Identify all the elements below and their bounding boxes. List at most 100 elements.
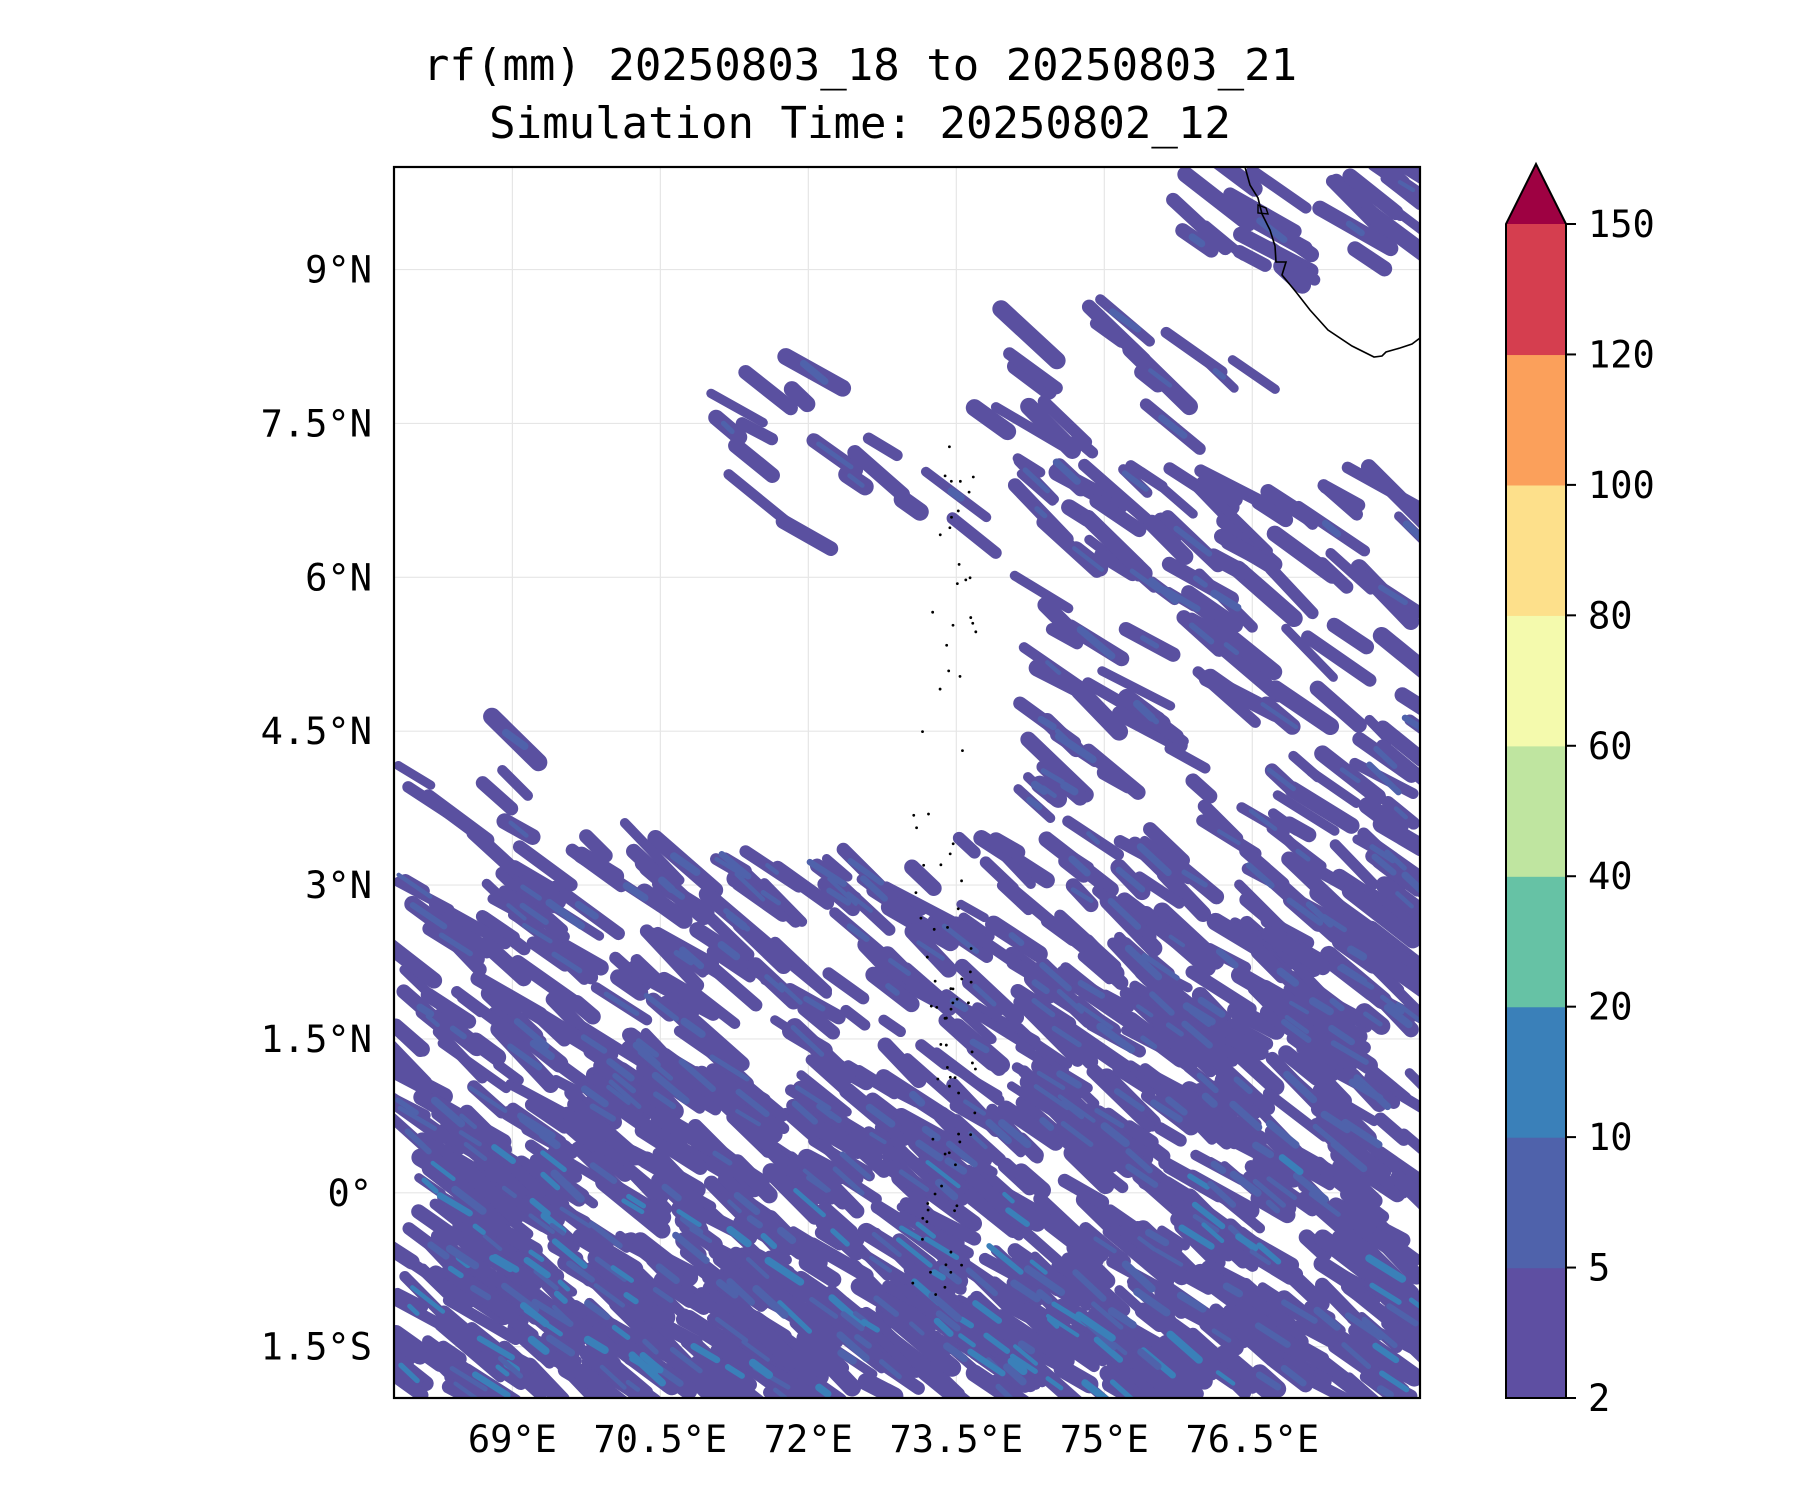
- rain-cell: [1125, 460, 1168, 492]
- rain-cell-core: [527, 1335, 550, 1355]
- rain-cell: [478, 936, 532, 987]
- rain-cell-core: [895, 1237, 933, 1268]
- rain-cell-core: [764, 1256, 805, 1286]
- rain-cell-core: [760, 1233, 778, 1250]
- rain-cell: [1192, 666, 1261, 728]
- rain-cell-core: [603, 991, 640, 1016]
- rain-cell: [1306, 766, 1362, 808]
- rain-cell-core: [1330, 1040, 1369, 1065]
- rain-cell-core: [839, 1151, 872, 1180]
- rain-cell-core: [752, 1285, 789, 1319]
- rain-cell-core: [1187, 1173, 1211, 1190]
- rain-cell: [1220, 534, 1266, 566]
- rain-cell-core: [1369, 1282, 1402, 1305]
- rain-cell-core: [680, 1017, 706, 1038]
- rain-cell-core: [943, 1342, 968, 1363]
- atoll-dot: [932, 927, 936, 931]
- colorbar-segment: [1506, 1267, 1566, 1399]
- rain-cell: [1344, 1372, 1381, 1398]
- rain-cell-core: [995, 1383, 1015, 1398]
- atoll-dot: [925, 955, 929, 959]
- rain-cell: [952, 831, 981, 859]
- rain-cell: [880, 881, 959, 928]
- rain-cell-core: [1215, 1370, 1236, 1386]
- atoll-dot: [971, 475, 975, 479]
- rain-cell-core: [1339, 767, 1361, 784]
- rain-cell: [783, 381, 816, 413]
- rain-cell: [1314, 1115, 1392, 1179]
- rain-cell: [1372, 815, 1420, 857]
- atoll-dot: [927, 812, 930, 816]
- rain-cell-core: [1281, 1299, 1318, 1324]
- rain-cell-core: [1284, 1014, 1310, 1034]
- rain-cell: [710, 1144, 770, 1187]
- rain-cell-core: [608, 1079, 642, 1109]
- rain-cell: [579, 829, 613, 863]
- rain-cell: [1332, 1159, 1383, 1209]
- rain-cell-core: [678, 1058, 716, 1092]
- rain-cell-core: [1039, 962, 1072, 992]
- rain-cell: [1082, 1130, 1137, 1179]
- rain-cell-core: [1154, 1248, 1184, 1267]
- rain-cell: [963, 1189, 1021, 1239]
- rain-cell: [1380, 955, 1420, 998]
- rain-cell-core: [407, 1303, 420, 1316]
- atoll-dot: [929, 1004, 933, 1008]
- colorbar-outline: [1505, 161, 1567, 1399]
- rain-cell: [877, 1037, 927, 1089]
- rain-cell-core: [1140, 1035, 1158, 1050]
- rain-cell: [1281, 816, 1317, 843]
- rain-cell-core: [472, 1371, 511, 1398]
- rain-cell: [1160, 1176, 1201, 1206]
- rain-cell-core: [741, 1339, 770, 1362]
- atoll-dot: [949, 1250, 953, 1254]
- rain-cell-core: [395, 1097, 419, 1116]
- rain-cell-core: [549, 1222, 566, 1236]
- rain-cell-core: [806, 858, 847, 888]
- rain-cell: [878, 1159, 928, 1197]
- rain-cell: [1009, 570, 1074, 614]
- rain-cell: [925, 1186, 983, 1232]
- rain-cell-core: [632, 1041, 661, 1069]
- rain-cell-core: [826, 1110, 842, 1124]
- rain-cell-core: [599, 1364, 627, 1390]
- rain-cell-core: [735, 1088, 770, 1118]
- atoll-dot: [951, 623, 955, 627]
- rain-cell: [1148, 1361, 1198, 1398]
- rain-cell: [946, 512, 1002, 559]
- rain-cell: [1195, 475, 1240, 516]
- rain-cell-core: [425, 1014, 440, 1028]
- rain-cell: [630, 1273, 676, 1316]
- rain-cell: [1157, 1225, 1190, 1251]
- atoll-dot: [953, 1076, 957, 1080]
- rain-cell: [549, 934, 609, 976]
- rain-cell: [524, 1098, 571, 1134]
- rain-cell-core: [1150, 1099, 1183, 1123]
- rain-cell: [1087, 1307, 1124, 1337]
- rain-cell-core: [501, 1282, 540, 1313]
- atoll-dot: [931, 1137, 935, 1141]
- atoll-dot: [968, 576, 972, 580]
- rain-cell: [472, 1373, 515, 1398]
- rain-cell-core: [1192, 575, 1208, 588]
- rain-cell-core: [1077, 980, 1106, 999]
- rain-cell-core: [652, 1091, 677, 1110]
- rain-cell: [788, 1226, 847, 1265]
- atoll-dot: [931, 610, 935, 614]
- rain-cell-core: [463, 1141, 488, 1162]
- rain-cell: [1359, 203, 1420, 262]
- atoll-dot: [961, 749, 964, 753]
- rain-cell: [796, 1070, 852, 1117]
- atoll-dot: [960, 1263, 963, 1267]
- rain-cell-core: [1108, 308, 1142, 333]
- rain-cell: [1295, 1316, 1339, 1348]
- rain-cell: [870, 1200, 908, 1228]
- rain-cell-core: [506, 903, 527, 921]
- rain-cell-core: [1034, 506, 1048, 519]
- rain-cell: [1086, 1066, 1155, 1133]
- rain-cell-core: [606, 1058, 635, 1082]
- rain-cell-core: [1165, 1096, 1188, 1116]
- rain-cell-core: [1210, 589, 1242, 612]
- lon-tick-label: 76.5°E: [1185, 1418, 1319, 1461]
- rain-cell-core: [815, 1383, 832, 1398]
